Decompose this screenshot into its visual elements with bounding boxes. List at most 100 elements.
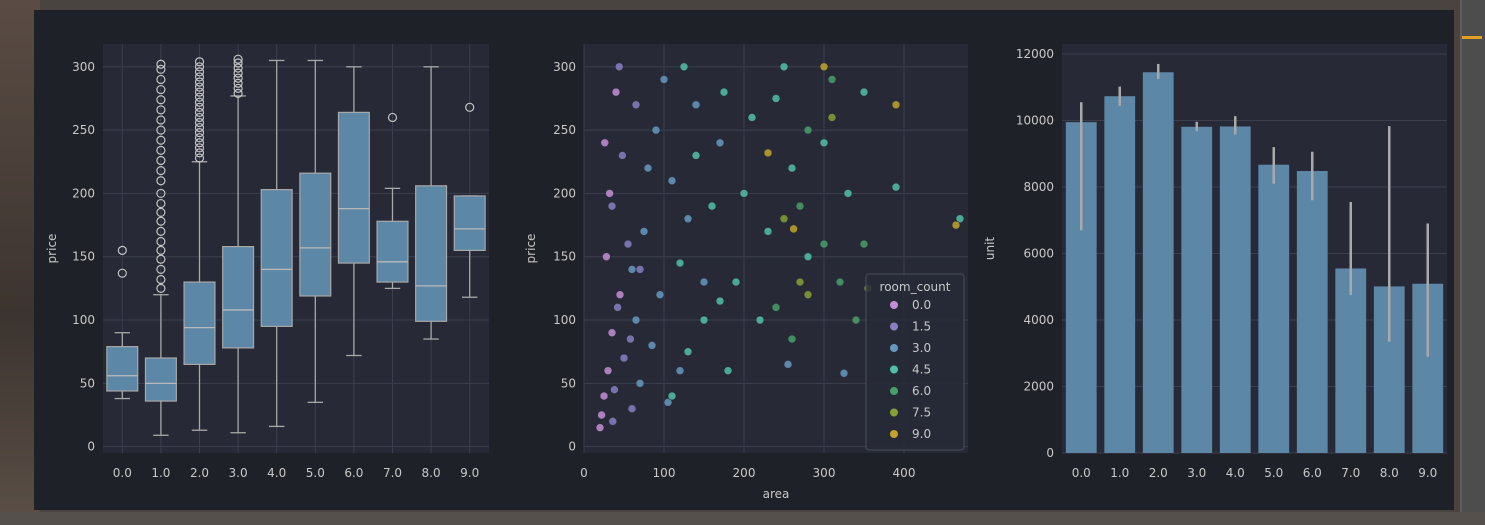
scatter-point xyxy=(715,296,725,306)
outlier-point xyxy=(233,68,243,78)
outlier-point xyxy=(156,155,166,166)
scatter-point xyxy=(607,201,617,211)
legend-marker xyxy=(890,430,898,438)
outlier-point xyxy=(156,254,166,264)
x-tick-label: 7.0 xyxy=(383,466,402,480)
scatter-point xyxy=(827,113,837,122)
y-axis-label: unit xyxy=(983,237,997,261)
scatter-point xyxy=(675,366,685,375)
legend-label: 9.0 xyxy=(912,427,931,441)
y-tick-label: 0 xyxy=(1046,446,1054,460)
box xyxy=(260,189,293,327)
y-tick-label: 200 xyxy=(72,186,95,200)
outlier-point xyxy=(194,82,205,92)
scatter-point xyxy=(951,220,961,230)
y-tick-label: 100 xyxy=(553,313,576,327)
scatter-point xyxy=(851,315,861,325)
x-tick-label: 0.0 xyxy=(113,466,132,480)
y-tick-label: 4000 xyxy=(1023,313,1054,327)
outlier-point xyxy=(194,138,205,148)
bar xyxy=(1296,171,1328,453)
bar xyxy=(1181,126,1213,454)
x-tick-label: 8.0 xyxy=(422,466,441,480)
box xyxy=(144,357,177,402)
outlier-point xyxy=(233,83,243,93)
x-axis-label: area xyxy=(763,487,790,501)
outlier-point xyxy=(233,58,243,68)
x-tick-label: 1.0 xyxy=(151,466,170,480)
legend-label: 3.0 xyxy=(912,341,931,355)
outlier-point xyxy=(194,67,205,77)
scatter-point xyxy=(803,290,813,300)
scatter-point xyxy=(891,182,901,192)
y-tick-label: 12000 xyxy=(1016,47,1054,61)
box xyxy=(183,281,216,365)
x-tick-label: 100 xyxy=(653,466,676,480)
outlier-point xyxy=(233,63,243,73)
scatter-point xyxy=(755,315,765,325)
outlier-point xyxy=(156,95,166,105)
x-tick-label: 0 xyxy=(580,466,588,480)
outlier-point xyxy=(156,188,166,199)
scatter-point xyxy=(859,87,869,97)
scatter-point xyxy=(955,214,965,224)
scatter-point xyxy=(675,258,685,268)
outlier-point xyxy=(194,62,205,72)
outlier-point xyxy=(156,264,166,274)
x-tick-label: 8.0 xyxy=(1380,466,1399,480)
outlier-point xyxy=(194,77,205,87)
outlier-point xyxy=(194,153,205,163)
outlier-point xyxy=(194,128,205,138)
scatter-point xyxy=(603,366,613,375)
y-tick-label: 8000 xyxy=(1023,180,1054,194)
scatter-point xyxy=(631,100,641,110)
box-plot: 0 50 100 150 200 250 300 price 0.0 1.0 2.0 3.0 4.0 5.… xyxy=(45,44,489,480)
scatter-point xyxy=(859,239,869,249)
outlier-point xyxy=(233,88,243,98)
y-tick-label: 2000 xyxy=(1023,379,1054,393)
scatter-point xyxy=(787,334,797,344)
scatter-point xyxy=(651,125,661,135)
scatter-point xyxy=(763,148,773,158)
bar xyxy=(1219,126,1251,454)
box xyxy=(453,195,486,251)
outlier-point xyxy=(156,125,166,135)
scatter-point xyxy=(639,227,649,236)
scatter-point xyxy=(647,341,657,350)
outlier-point xyxy=(465,102,475,112)
scatter-point xyxy=(605,189,614,198)
outlier-point xyxy=(194,97,205,107)
scatter-point xyxy=(635,379,645,388)
outlier-point xyxy=(156,59,166,69)
legend-label: 1.5 xyxy=(912,320,931,334)
outlier-point xyxy=(156,226,166,237)
x-tick-label: 300 xyxy=(813,466,836,480)
bar xyxy=(1142,72,1174,454)
scatter-point xyxy=(691,100,701,110)
box xyxy=(299,172,332,297)
x-tick-label: 2.0 xyxy=(190,466,209,480)
y-tick-label: 10000 xyxy=(1016,113,1054,127)
outlier-point xyxy=(233,54,243,64)
legend-box xyxy=(865,273,965,451)
scatter-point xyxy=(615,290,625,300)
y-tick-label: 50 xyxy=(561,376,576,390)
y-axis-label: price xyxy=(45,234,59,264)
legend-marker xyxy=(890,408,898,417)
outlier-point xyxy=(194,122,205,133)
scatter-point xyxy=(723,366,733,375)
legend-label: 0.0 xyxy=(912,298,931,312)
scatter-point xyxy=(607,328,617,338)
window-scrollbar-strip[interactable] xyxy=(1460,0,1485,525)
outlier-point xyxy=(156,216,166,226)
scatter-point xyxy=(715,138,725,148)
legend-title: room_count xyxy=(880,280,951,294)
scatter-point xyxy=(747,113,757,122)
bar xyxy=(1104,96,1136,453)
y-tick-label: 150 xyxy=(72,250,95,264)
outlier-point xyxy=(156,207,166,218)
legend-label: 6.0 xyxy=(912,384,931,398)
x-tick-label: 4.0 xyxy=(1226,466,1245,480)
x-tick-label: 3.0 xyxy=(229,466,248,480)
scatter-point xyxy=(683,214,693,224)
